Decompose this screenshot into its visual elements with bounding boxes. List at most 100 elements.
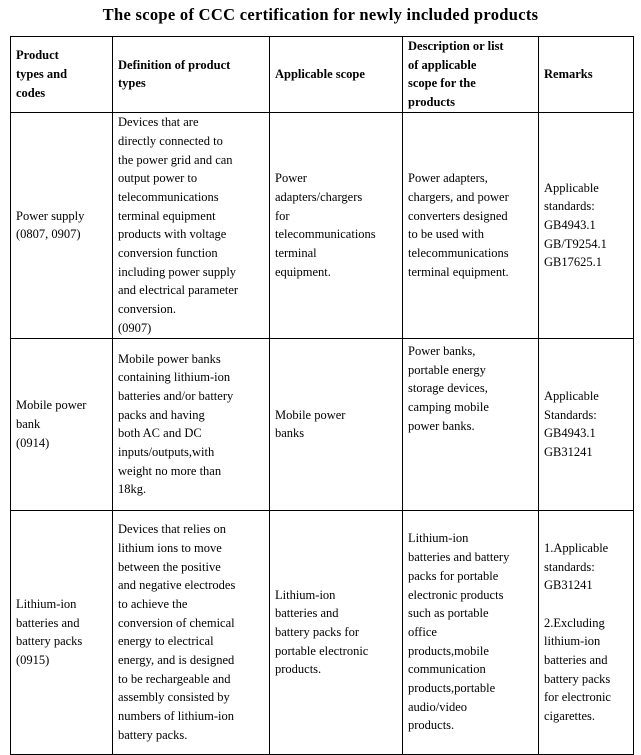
table-row: Power supply (0807, 0907) Devices that are…: [10, 111, 634, 339]
cell-description: Lithium-ion batteries and battery packs fo…: [402, 509, 539, 755]
cell-line: Devices that are: [118, 115, 199, 130]
cell-line: 1.Applicable: [544, 540, 609, 555]
cell-line: packs for portable: [408, 568, 499, 583]
cell-line: including power supply: [118, 264, 237, 279]
cell-line: Applicable: [544, 388, 599, 403]
cell-line: products,mobile: [408, 643, 489, 658]
cell-line: [544, 595, 628, 614]
cell-line: GB31241: [544, 578, 593, 593]
cell-line: and negative electrodes: [118, 578, 236, 593]
cell-line: products: [408, 95, 456, 110]
cell-line: Power banks,: [408, 343, 476, 358]
cell-line: GB/T9254.1: [544, 236, 607, 251]
cell-line: portable energy: [408, 362, 486, 377]
cell-line: GB17625.1: [544, 255, 602, 270]
cell-line: Applicable scope: [275, 67, 365, 82]
cell-line: (0915): [16, 653, 50, 668]
header-applicable-scope: Applicable scope: [269, 36, 403, 113]
cell-remarks: Applicable standards: GB4943.1 GB/T9254.1 GB…: [538, 111, 634, 339]
cell-line: energy to electrical: [118, 634, 214, 649]
cell-line: batteries and: [275, 606, 339, 621]
cell-product-type: Lithium-ion batteries and battery packs (09…: [10, 509, 113, 755]
cell-line: Applicable: [544, 180, 599, 195]
cell-line: lithium ions to move: [118, 540, 222, 555]
cell-line: Description or list: [408, 39, 504, 53]
cell-line: telecommunications: [118, 189, 219, 204]
cell-line: Devices that relies on: [118, 522, 226, 537]
cell-line: GB4943.1: [544, 217, 596, 232]
cell-line: containing lithium-ion: [118, 370, 231, 385]
cell-line: products with voltage: [118, 227, 227, 242]
cell-line: (0807, 0907): [16, 227, 81, 242]
cell-line: such as portable: [408, 606, 489, 621]
cell-line: power banks.: [408, 418, 475, 433]
cell-line: between the positive: [118, 559, 221, 574]
cell-line: adapters/chargers: [275, 189, 363, 204]
cell-line: audio/video: [408, 699, 468, 714]
cell-line: batteries and battery: [408, 550, 510, 565]
cell-line: GB31241: [544, 445, 593, 460]
cell-line: codes: [16, 85, 46, 100]
cell-line: batteries and/or battery: [118, 388, 234, 403]
cell-line: Lithium-ion: [275, 587, 336, 602]
cell-applicable-scope: Mobile power banks: [269, 337, 403, 511]
cell-line: to achieve the: [118, 596, 188, 611]
cell-line: Power supply: [16, 208, 85, 223]
cell-remarks: Applicable Standards: GB4943.1 GB31241: [538, 337, 634, 511]
cell-line: Mobile power: [275, 407, 346, 422]
cell-line: Lithium-ion: [16, 596, 77, 611]
cell-line: Remarks: [544, 67, 593, 82]
cell-line: output power to: [118, 171, 198, 186]
table-row: Lithium-ion batteries and battery packs (09…: [10, 509, 634, 755]
cell-line: terminal: [275, 246, 317, 261]
cell-line: camping mobile: [408, 399, 489, 414]
cell-line: communication: [408, 662, 486, 677]
ccc-scope-table: Product types and codes Definition of produ…: [10, 36, 634, 755]
cell-line: and electrical parameter: [118, 283, 239, 298]
cell-line: converters designed: [408, 208, 508, 223]
cell-line: assembly consisted by: [118, 690, 230, 705]
cell-line: battery packs.: [118, 727, 188, 742]
cell-line: lithium-ion: [544, 634, 601, 649]
cell-line: banks: [275, 426, 305, 441]
cell-line: directly connected to: [118, 133, 223, 148]
cell-remarks: 1.Applicable standards: GB31241 2.Excluding…: [538, 509, 634, 755]
cell-line: 2.Excluding: [544, 615, 605, 630]
cell-line: both AC and DC: [118, 426, 202, 441]
cell-line: types: [118, 76, 146, 91]
cell-line: bank: [16, 416, 41, 431]
cell-line: products.: [408, 718, 455, 733]
cell-line: cigarettes.: [544, 709, 596, 724]
header-product-type: Product types and codes: [10, 36, 113, 113]
header-definition: Definition of product types: [112, 36, 270, 113]
cell-description: Power adapters, chargers, and power conver…: [402, 111, 539, 339]
cell-line: terminal equipment: [118, 208, 216, 223]
cell-line: Mobile power banks: [118, 351, 221, 366]
cell-line: 18kg.: [118, 482, 147, 497]
cell-product-type: Mobile power bank (0914): [10, 337, 113, 511]
cell-line: to be rechargeable and: [118, 671, 231, 686]
cell-line: Lithium-ion: [408, 531, 469, 546]
cell-line: (0914): [16, 435, 50, 450]
cell-line: Standards:: [544, 407, 597, 422]
cell-line: terminal equipment.: [408, 264, 509, 279]
cell-line: batteries and: [544, 653, 608, 667]
cell-line: chargers, and power: [408, 189, 509, 204]
cell-line: for electronic: [544, 690, 611, 705]
cell-definition: Devices that are directly connected to the…: [112, 111, 270, 339]
cell-line: products,portable: [408, 681, 496, 696]
cell-line: standards:: [544, 199, 595, 214]
cell-line: energy, and is designed: [118, 653, 235, 668]
cell-line: equipment.: [275, 264, 331, 279]
cell-product-type: Power supply (0807, 0907): [10, 111, 113, 339]
cell-line: battery packs: [16, 634, 83, 649]
cell-line: portable electronic: [275, 643, 369, 658]
cell-definition: Mobile power banks containing lithium-ion…: [112, 337, 270, 511]
cell-line: Product: [16, 48, 59, 63]
cell-line: inputs/outputs,with: [118, 445, 215, 460]
cell-line: conversion of chemical: [118, 615, 235, 630]
cell-line: for: [275, 208, 290, 223]
cell-line: conversion.: [118, 302, 176, 317]
cell-line: storage devices,: [408, 381, 488, 396]
cell-line: telecommunications: [408, 246, 509, 261]
